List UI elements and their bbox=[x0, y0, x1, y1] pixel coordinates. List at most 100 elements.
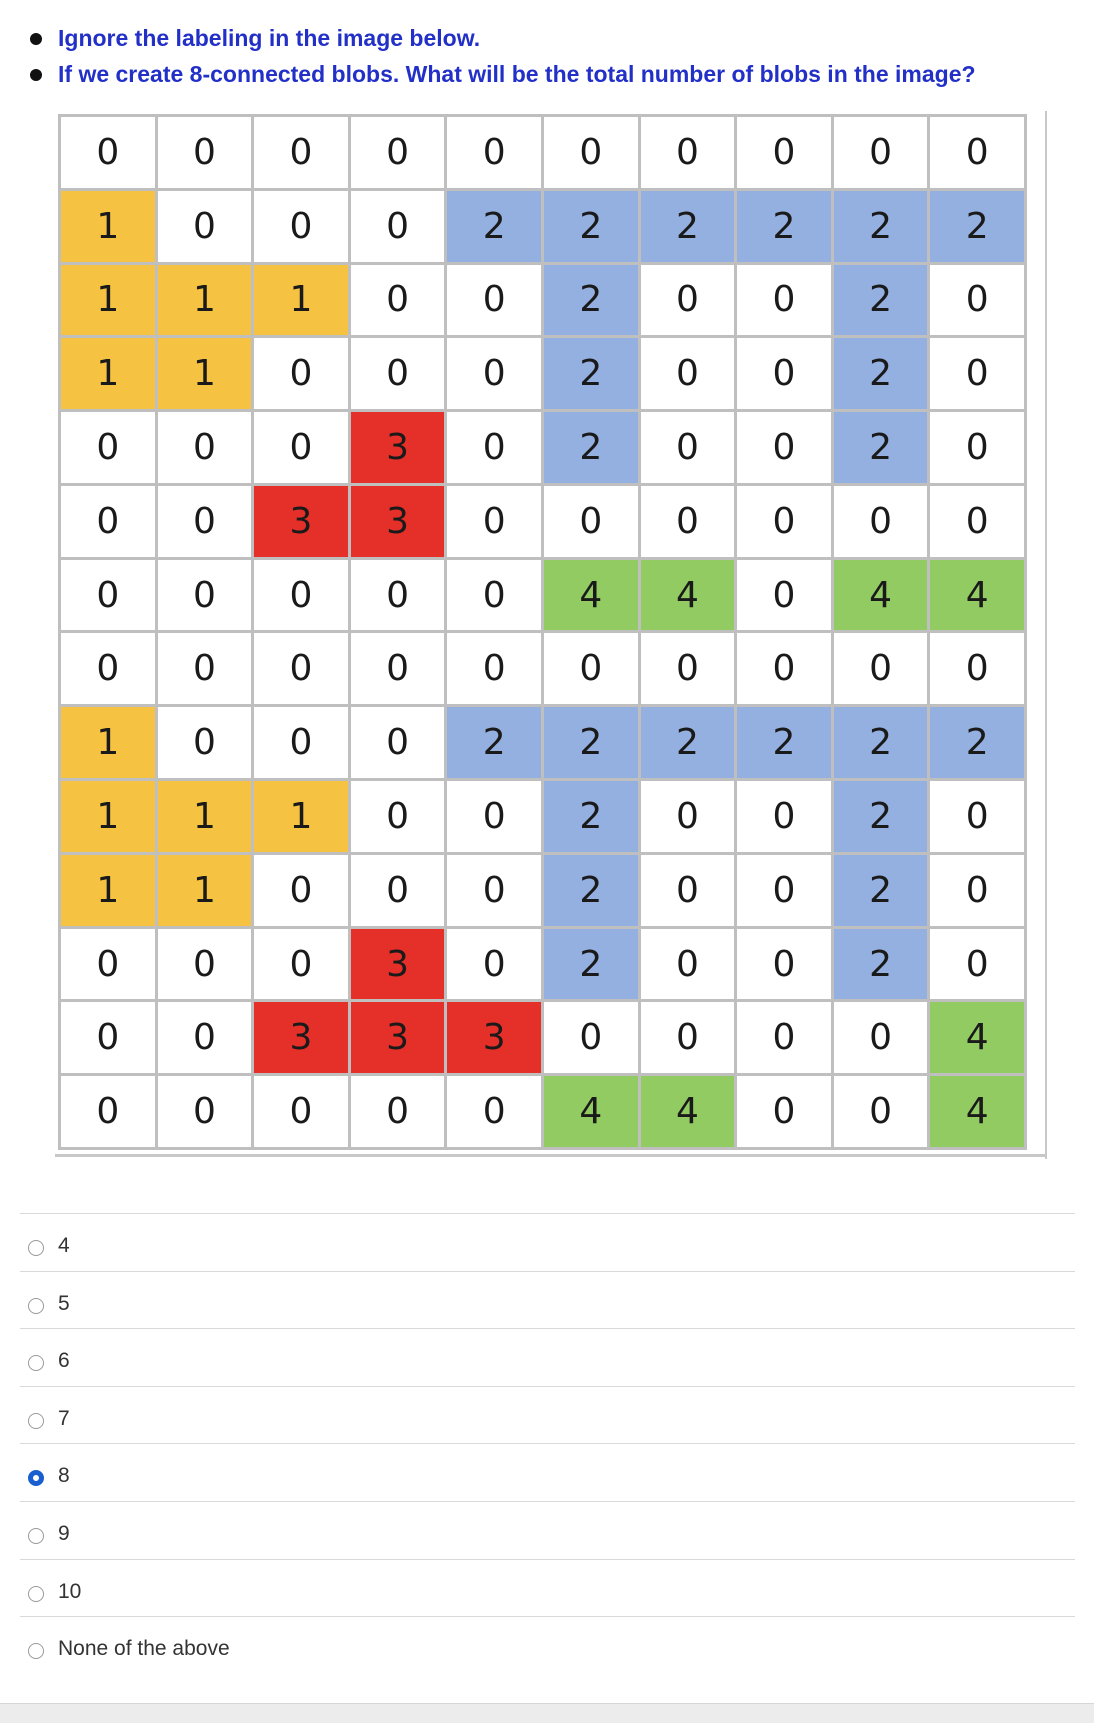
answer-option-label: None of the above bbox=[58, 1637, 230, 1661]
radio-icon[interactable] bbox=[28, 1585, 44, 1602]
question-line-1: Ignore the labeling in the image below. bbox=[0, 22, 1094, 58]
grid-cell: 2 bbox=[543, 338, 638, 410]
grid-cell: 0 bbox=[447, 781, 541, 852]
grid-cell: 0 bbox=[157, 1076, 252, 1147]
grid-cell: 0 bbox=[640, 264, 735, 336]
grid-cell: 0 bbox=[254, 190, 348, 262]
grid-cell: 0 bbox=[350, 117, 445, 188]
grid-cell: 0 bbox=[833, 485, 928, 557]
radio-icon[interactable] bbox=[28, 1412, 44, 1429]
grid-cell: 0 bbox=[61, 1076, 155, 1147]
grid-cell: 0 bbox=[157, 559, 252, 631]
radio-icon[interactable] bbox=[28, 1297, 44, 1314]
answer-option[interactable]: 6 bbox=[20, 1328, 1075, 1386]
grid-cell: 3 bbox=[350, 1002, 445, 1074]
grid-cell: 2 bbox=[833, 781, 928, 852]
radio-selected-icon[interactable] bbox=[28, 1470, 44, 1487]
grid-cell: 1 bbox=[61, 338, 155, 410]
grid-cell: 0 bbox=[254, 633, 348, 705]
grid-cell: 2 bbox=[640, 707, 735, 779]
radio-icon[interactable] bbox=[28, 1355, 44, 1372]
bullet-icon bbox=[30, 33, 42, 45]
grid-cell: 0 bbox=[833, 1002, 928, 1074]
grid-cell: 0 bbox=[254, 338, 348, 410]
image-border bbox=[55, 1154, 1047, 1157]
grid-cell: 0 bbox=[254, 707, 348, 779]
question-line-2: If we create 8-connected blobs. What wil… bbox=[0, 58, 1094, 94]
answer-option[interactable]: 9 bbox=[20, 1500, 1075, 1559]
grid-cell: 0 bbox=[447, 412, 541, 483]
grid-cell: 0 bbox=[640, 854, 735, 926]
grid-cell: 0 bbox=[157, 707, 252, 779]
grid-cell: 0 bbox=[543, 1002, 638, 1074]
grid-cell: 0 bbox=[543, 117, 638, 188]
grid-cell: 0 bbox=[157, 412, 252, 483]
grid-cell: 0 bbox=[737, 928, 831, 1000]
grid-cell: 0 bbox=[737, 412, 831, 483]
grid-cell: 0 bbox=[833, 633, 928, 705]
grid-cell: 4 bbox=[930, 1076, 1024, 1147]
grid-cell: 1 bbox=[61, 707, 155, 779]
answer-option[interactable]: 10 bbox=[20, 1558, 1075, 1617]
grid-cell: 2 bbox=[543, 707, 638, 779]
grid-cell: 0 bbox=[350, 781, 445, 852]
bullet-icon bbox=[30, 69, 42, 81]
radio-icon[interactable] bbox=[28, 1240, 44, 1256]
grid-cell: 0 bbox=[737, 633, 831, 705]
grid-cell: 0 bbox=[447, 338, 541, 410]
grid-cell: 0 bbox=[930, 264, 1024, 336]
grid-cell: 1 bbox=[157, 854, 252, 926]
grid-cell: 0 bbox=[447, 117, 541, 188]
grid-cell: 0 bbox=[157, 485, 252, 557]
grid-cell: 0 bbox=[930, 633, 1024, 705]
answer-options: 4 5 6 7 8 9 10 None of the above bbox=[20, 1213, 1075, 1674]
answer-option-label: 4 bbox=[58, 1234, 70, 1257]
answer-option-label: 5 bbox=[58, 1291, 70, 1315]
grid-cell: 2 bbox=[543, 928, 638, 1000]
grid-cell: 4 bbox=[930, 559, 1024, 631]
answer-option[interactable]: 4 bbox=[20, 1213, 1075, 1271]
grid-cell: 1 bbox=[157, 781, 252, 852]
grid-cell: 0 bbox=[640, 412, 735, 483]
grid-cell: 0 bbox=[350, 559, 445, 631]
grid-cell: 2 bbox=[543, 781, 638, 852]
answer-option[interactable]: 5 bbox=[20, 1270, 1075, 1329]
grid-cell: 2 bbox=[447, 707, 541, 779]
answer-option[interactable]: 7 bbox=[20, 1385, 1075, 1444]
answer-option[interactable]: None of the above bbox=[20, 1616, 1075, 1674]
grid-cell: 2 bbox=[930, 707, 1024, 779]
grid-cell: 1 bbox=[157, 338, 252, 410]
grid-cell: 0 bbox=[254, 412, 348, 483]
grid-cell: 0 bbox=[737, 117, 831, 188]
grid-cell: 4 bbox=[640, 1076, 735, 1147]
grid-cell: 0 bbox=[543, 633, 638, 705]
grid-cell: 3 bbox=[254, 1002, 348, 1074]
grid-cell: 2 bbox=[833, 412, 928, 483]
grid-cell: 4 bbox=[930, 1002, 1024, 1074]
radio-icon[interactable] bbox=[28, 1643, 44, 1660]
grid-cell: 0 bbox=[350, 1076, 445, 1147]
grid-cell: 0 bbox=[640, 781, 735, 852]
grid-cell: 1 bbox=[254, 781, 348, 852]
grid-cell: 2 bbox=[737, 190, 831, 262]
grid-cell: 2 bbox=[737, 707, 831, 779]
grid-cell: 0 bbox=[61, 928, 155, 1000]
grid-cell: 0 bbox=[61, 485, 155, 557]
answer-option-label: 9 bbox=[58, 1521, 70, 1545]
grid-cell: 0 bbox=[447, 633, 541, 705]
grid-cell: 1 bbox=[254, 264, 348, 336]
grid-cell: 2 bbox=[833, 854, 928, 926]
grid-cell: 4 bbox=[543, 559, 638, 631]
grid-cell: 0 bbox=[157, 1002, 252, 1074]
radio-icon[interactable] bbox=[28, 1527, 44, 1544]
grid-cell: 0 bbox=[640, 117, 735, 188]
grid-cell: 0 bbox=[157, 633, 252, 705]
answer-option[interactable]: 8 bbox=[20, 1443, 1075, 1501]
grid-cell: 0 bbox=[640, 633, 735, 705]
grid-cell: 0 bbox=[447, 559, 541, 631]
grid-cell: 2 bbox=[833, 190, 928, 262]
grid-cell: 2 bbox=[640, 190, 735, 262]
grid-cell: 0 bbox=[737, 338, 831, 410]
grid-cell: 0 bbox=[640, 1002, 735, 1074]
question-text: Ignore the labeling in the image below. bbox=[58, 25, 481, 51]
